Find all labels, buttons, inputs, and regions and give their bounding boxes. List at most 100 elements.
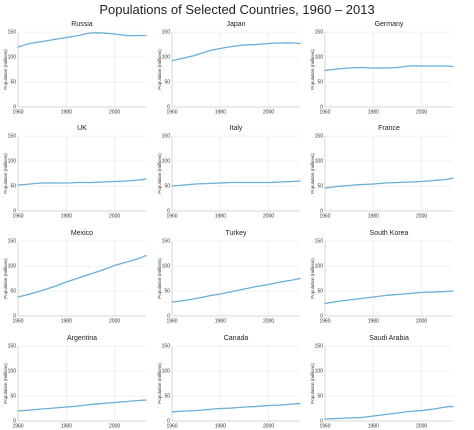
panel: Japan 0 50 100 150 1960 1980 2000 Population (mi…: [157, 21, 301, 116]
series-line: [171, 277, 301, 303]
y-tick-label: 150: [162, 344, 171, 350]
y-tick-label: 50: [317, 394, 323, 400]
panel: South Korea 0 50 100 150 1960 1980 2000 Populati…: [310, 230, 454, 325]
y-tick-label: 100: [8, 55, 17, 61]
x-tick-label: 2000: [263, 214, 274, 220]
y-tick-label: 50: [317, 289, 323, 295]
series-line: [324, 290, 454, 305]
y-tick-label: 150: [315, 239, 324, 245]
y-tick-label: 0: [320, 105, 323, 111]
y-tick-label: 100: [162, 369, 171, 375]
x-tick-label: 1960: [319, 424, 330, 430]
x-tick-label: 1980: [368, 424, 379, 430]
panel-title: South Korea: [370, 230, 409, 237]
series-line: [171, 402, 301, 413]
chart-title: Populations of Selected Countries, 1960 …: [99, 2, 375, 17]
y-tick-label: 0: [320, 209, 323, 215]
x-tick-label: 2000: [416, 319, 427, 325]
panel-title: Canada: [224, 335, 249, 342]
panel: UK 0 50 100 150 1960 1980 2000 Population (milli…: [3, 125, 147, 220]
y-tick-label: 50: [164, 184, 170, 190]
x-tick-label: 2000: [109, 110, 120, 116]
x-tick-label: 2000: [109, 424, 120, 430]
x-tick-label: 1980: [61, 214, 72, 220]
y-tick-label: 100: [162, 55, 171, 61]
y-tick-label: 100: [8, 369, 17, 375]
y-tick-label: 100: [162, 264, 171, 270]
y-axis-label: Population (millions): [3, 363, 8, 404]
y-tick-label: 150: [162, 239, 171, 245]
y-tick-label: 0: [167, 105, 170, 111]
panel: Argentina 0 50 100 150 1960 1980 2000 Population…: [3, 335, 147, 430]
x-tick-label: 1980: [368, 110, 379, 116]
y-tick-label: 100: [8, 159, 17, 165]
series-line: [171, 180, 301, 187]
panel-title: Italy: [230, 125, 243, 132]
y-tick-label: 50: [10, 80, 16, 86]
x-tick-label: 2000: [263, 424, 274, 430]
y-axis-label: Population (millions): [310, 258, 315, 299]
x-tick-label: 2000: [416, 424, 427, 430]
y-axis-label: Population (millions): [157, 49, 162, 90]
y-axis-label: Population (millions): [310, 153, 315, 194]
y-tick-label: 150: [315, 344, 324, 350]
y-tick-label: 100: [315, 55, 324, 61]
y-tick-label: 150: [8, 134, 17, 140]
panel-title: Japan: [226, 21, 245, 28]
panel-title: Argentina: [67, 335, 97, 342]
y-tick-label: 150: [315, 134, 324, 140]
panel-title: Russia: [71, 21, 93, 28]
x-tick-label: 1980: [215, 214, 226, 220]
panel-title: France: [378, 125, 400, 132]
y-tick-label: 0: [13, 419, 16, 425]
series-line: [324, 405, 454, 420]
y-tick-label: 50: [164, 394, 170, 400]
series-line: [171, 42, 301, 62]
x-tick-label: 2000: [109, 319, 120, 325]
y-tick-label: 0: [167, 419, 170, 425]
x-tick-label: 1980: [215, 424, 226, 430]
y-tick-label: 150: [8, 30, 17, 36]
panel-title: UK: [77, 125, 87, 132]
panel: Turkey 0 50 100 150 1960 1980 2000 Population (m…: [157, 230, 301, 325]
series-line: [324, 65, 454, 72]
x-tick-label: 2000: [416, 214, 427, 220]
y-tick-label: 100: [315, 159, 324, 165]
panel: Russia 0 50 100 150 1960 1980 2000 Population (m…: [3, 21, 147, 116]
panel-title: Germany: [375, 21, 404, 28]
y-tick-label: 150: [162, 30, 171, 36]
y-tick-label: 100: [315, 369, 324, 375]
panel-title: Turkey: [225, 230, 247, 237]
panel: Italy 0 50 100 150 1960 1980 2000 Population (mi…: [157, 125, 301, 220]
y-tick-label: 100: [162, 159, 171, 165]
x-tick-label: 1960: [166, 424, 177, 430]
x-tick-label: 1960: [319, 319, 330, 325]
x-tick-label: 2000: [416, 110, 427, 116]
panel: Mexico 0 50 100 150 1960 1980 2000 Population (m…: [3, 230, 147, 325]
panel: Germany 0 50 100 150 1960 1980 2000 Population (…: [310, 21, 454, 116]
y-tick-label: 0: [167, 209, 170, 215]
y-axis-label: Population (millions): [3, 258, 8, 299]
panel: Saudi Arabia 0 50 100 150 1960 1980 2000 Populat…: [310, 335, 454, 430]
y-tick-label: 150: [8, 239, 17, 245]
x-tick-label: 1980: [61, 110, 72, 116]
panel: France 0 50 100 150 1960 1980 2000 Population (m…: [310, 125, 454, 220]
y-tick-label: 0: [13, 105, 16, 111]
series-line: [17, 399, 147, 412]
y-tick-label: 0: [320, 314, 323, 320]
x-tick-label: 1960: [319, 214, 330, 220]
y-tick-label: 100: [315, 264, 324, 270]
y-axis-label: Population (millions): [3, 153, 8, 194]
x-tick-label: 1980: [215, 110, 226, 116]
y-tick-label: 0: [320, 419, 323, 425]
y-axis-label: Population (millions): [157, 363, 162, 404]
x-tick-label: 1960: [12, 214, 23, 220]
y-tick-label: 150: [8, 344, 17, 350]
x-tick-label: 1980: [215, 319, 226, 325]
y-tick-label: 50: [164, 80, 170, 86]
panel-title: Saudi Arabia: [369, 335, 409, 342]
y-tick-label: 0: [13, 314, 16, 320]
y-tick-label: 0: [167, 314, 170, 320]
